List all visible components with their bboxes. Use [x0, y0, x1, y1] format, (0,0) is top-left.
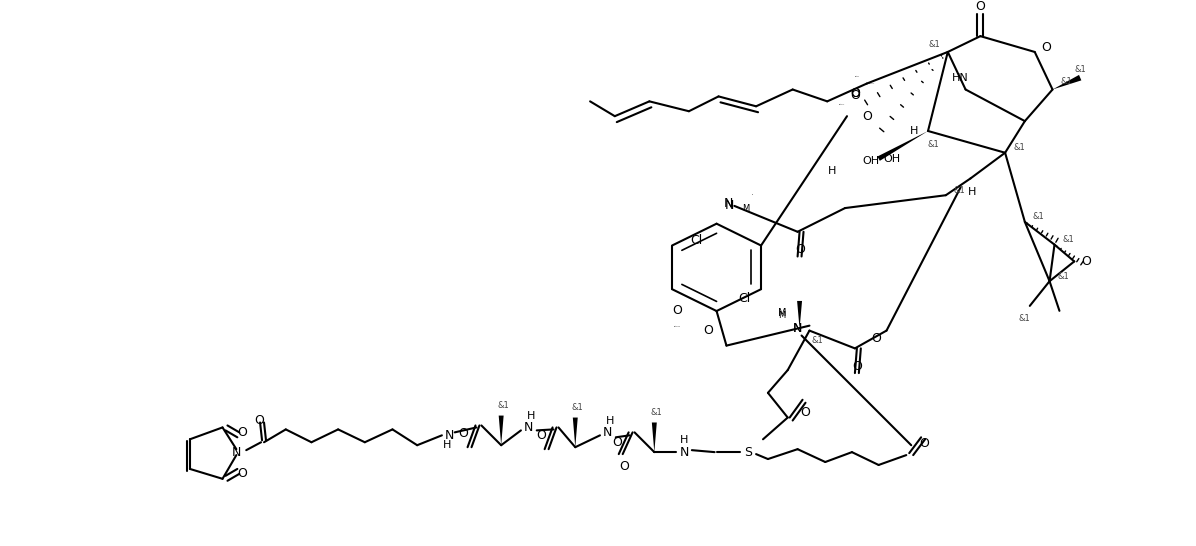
Text: O: O	[620, 460, 629, 473]
Text: &1: &1	[1061, 77, 1073, 86]
Text: S: S	[744, 446, 752, 459]
Text: &1: &1	[953, 186, 965, 195]
Text: N: N	[793, 322, 803, 335]
Text: OH: OH	[862, 156, 879, 165]
Text: M: M	[779, 311, 786, 321]
Text: methoxy: methoxy	[868, 83, 874, 84]
Text: N: N	[679, 446, 689, 459]
Text: &1: &1	[927, 140, 939, 150]
Text: N: N	[445, 429, 454, 442]
Text: O: O	[672, 305, 682, 317]
Text: O: O	[703, 324, 714, 337]
Text: &1: &1	[572, 403, 584, 412]
Text: N: N	[524, 421, 533, 434]
Text: &1: &1	[498, 401, 509, 410]
Text: &1: &1	[1013, 143, 1025, 152]
Text: methyl: methyl	[854, 76, 859, 78]
Polygon shape	[797, 301, 803, 329]
Text: H: H	[910, 126, 919, 136]
Text: &1: &1	[811, 336, 823, 345]
Text: H: H	[828, 165, 836, 175]
Text: O: O	[1081, 255, 1091, 268]
Text: O: O	[872, 332, 881, 345]
Text: N: N	[793, 322, 803, 335]
Text: N: N	[725, 199, 734, 212]
Polygon shape	[1052, 75, 1081, 90]
Text: H: H	[969, 187, 977, 197]
Text: O: O	[459, 427, 469, 440]
Text: Cl: Cl	[690, 234, 702, 247]
Text: H: H	[679, 435, 688, 446]
Polygon shape	[573, 418, 578, 447]
Text: O: O	[850, 87, 860, 100]
Text: M: M	[743, 204, 750, 213]
Text: O: O	[862, 110, 872, 123]
Text: &1: &1	[651, 408, 663, 417]
Text: O: O	[800, 406, 811, 419]
Text: H: H	[443, 440, 451, 450]
Text: O: O	[850, 87, 860, 100]
Polygon shape	[499, 416, 504, 445]
Text: &1: &1	[1019, 314, 1031, 323]
Text: &1: &1	[1062, 235, 1074, 244]
Text: O: O	[237, 426, 248, 439]
Text: &1: &1	[1057, 272, 1069, 281]
Text: O: O	[612, 436, 622, 449]
Text: O: O	[536, 429, 545, 442]
Text: N: N	[724, 198, 733, 210]
Text: O: O	[850, 89, 860, 102]
Text: N: N	[232, 446, 242, 459]
Text: O: O	[1042, 40, 1051, 54]
Text: &1: &1	[928, 39, 940, 49]
Text: H: H	[526, 411, 535, 420]
Text: O: O	[795, 243, 805, 256]
Text: OH: OH	[883, 153, 901, 164]
Text: &1: &1	[1074, 65, 1086, 74]
Text: H: H	[605, 416, 614, 425]
Text: M: M	[777, 308, 786, 318]
Text: O: O	[254, 414, 264, 427]
Text: HN: HN	[952, 73, 969, 82]
Text: O: O	[852, 360, 862, 373]
Text: &1: &1	[1033, 212, 1044, 222]
Polygon shape	[878, 131, 928, 161]
Text: methoxy: methoxy	[838, 104, 846, 105]
Text: O: O	[920, 437, 929, 450]
Text: methoxy2: methoxy2	[673, 326, 681, 328]
Text: O: O	[237, 467, 248, 480]
Text: N: N	[603, 426, 612, 439]
Text: Cl: Cl	[738, 293, 751, 305]
Text: O: O	[976, 0, 986, 13]
Polygon shape	[652, 423, 657, 452]
